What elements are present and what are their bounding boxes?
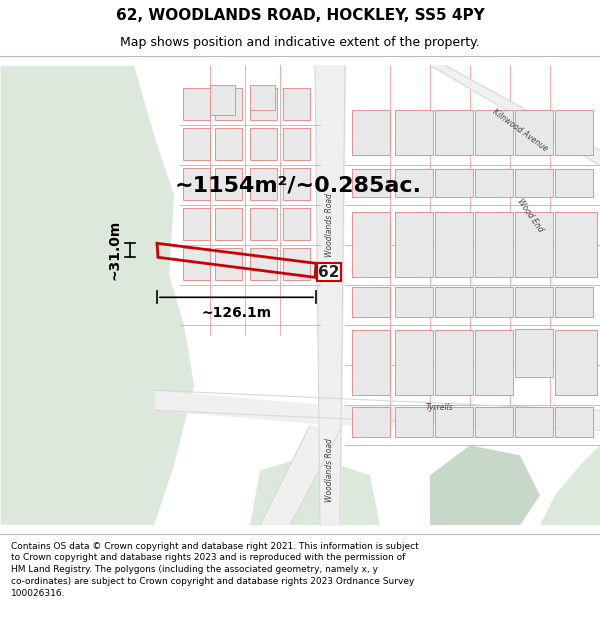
- Bar: [555, 408, 593, 437]
- Text: Map shows position and indicative extent of the property.: Map shows position and indicative extent…: [120, 36, 480, 49]
- Bar: [352, 288, 390, 318]
- Polygon shape: [155, 390, 600, 430]
- Bar: [250, 88, 277, 120]
- Text: Tyrrells: Tyrrells: [426, 402, 454, 412]
- Bar: [475, 408, 513, 437]
- Text: ~31.0m: ~31.0m: [108, 220, 122, 281]
- Bar: [435, 110, 473, 155]
- Polygon shape: [540, 445, 600, 525]
- Bar: [515, 329, 553, 378]
- Bar: [515, 408, 553, 437]
- Bar: [515, 213, 553, 278]
- Bar: [475, 169, 513, 198]
- Text: Wood End: Wood End: [515, 197, 545, 234]
- Bar: [435, 408, 473, 437]
- Bar: [283, 208, 310, 240]
- Bar: [435, 330, 473, 396]
- Bar: [250, 168, 277, 200]
- Bar: [395, 213, 433, 278]
- Bar: [283, 88, 310, 120]
- Bar: [395, 408, 433, 437]
- Bar: [475, 330, 513, 396]
- Text: ~126.1m: ~126.1m: [202, 306, 272, 320]
- Bar: [395, 288, 433, 318]
- Bar: [515, 110, 553, 155]
- Bar: [183, 248, 210, 280]
- Bar: [555, 330, 597, 396]
- Bar: [210, 85, 235, 115]
- Bar: [395, 330, 433, 396]
- Bar: [475, 288, 513, 318]
- Bar: [435, 288, 473, 318]
- Polygon shape: [250, 455, 380, 525]
- Bar: [250, 128, 277, 160]
- Bar: [250, 208, 277, 240]
- Text: Contains OS data © Crown copyright and database right 2021. This information is : Contains OS data © Crown copyright and d…: [11, 542, 419, 598]
- Bar: [215, 88, 242, 120]
- Bar: [395, 169, 433, 198]
- Polygon shape: [260, 425, 340, 525]
- Bar: [215, 208, 242, 240]
- Bar: [183, 168, 210, 200]
- Bar: [395, 110, 433, 155]
- Bar: [435, 213, 473, 278]
- Bar: [352, 330, 390, 396]
- Bar: [215, 128, 242, 160]
- Bar: [215, 248, 242, 280]
- Bar: [250, 85, 275, 110]
- Text: Woodlands Road: Woodlands Road: [325, 193, 335, 258]
- Bar: [475, 110, 513, 155]
- Bar: [555, 110, 593, 155]
- Bar: [555, 169, 593, 198]
- Bar: [352, 169, 390, 198]
- Bar: [250, 248, 277, 280]
- Text: 62: 62: [318, 265, 340, 280]
- Bar: [283, 168, 310, 200]
- Bar: [183, 208, 210, 240]
- Text: 62, WOODLANDS ROAD, HOCKLEY, SS5 4PY: 62, WOODLANDS ROAD, HOCKLEY, SS5 4PY: [116, 8, 484, 23]
- Bar: [555, 213, 597, 278]
- Bar: [352, 110, 390, 155]
- Bar: [183, 88, 210, 120]
- Polygon shape: [430, 445, 540, 525]
- Bar: [555, 288, 593, 318]
- Bar: [215, 168, 242, 200]
- Polygon shape: [430, 65, 600, 165]
- Polygon shape: [0, 65, 195, 525]
- Text: ~1154m²/~0.285ac.: ~1154m²/~0.285ac.: [175, 175, 422, 195]
- Text: Kilnwood Avenue: Kilnwood Avenue: [491, 107, 549, 153]
- Bar: [352, 213, 390, 278]
- Bar: [435, 169, 473, 198]
- Text: Woodlands Road: Woodlands Road: [325, 438, 335, 503]
- Bar: [283, 128, 310, 160]
- Bar: [283, 248, 310, 280]
- Bar: [515, 288, 553, 318]
- Bar: [183, 128, 210, 160]
- Bar: [515, 169, 553, 198]
- Bar: [352, 408, 390, 437]
- Bar: [475, 213, 513, 278]
